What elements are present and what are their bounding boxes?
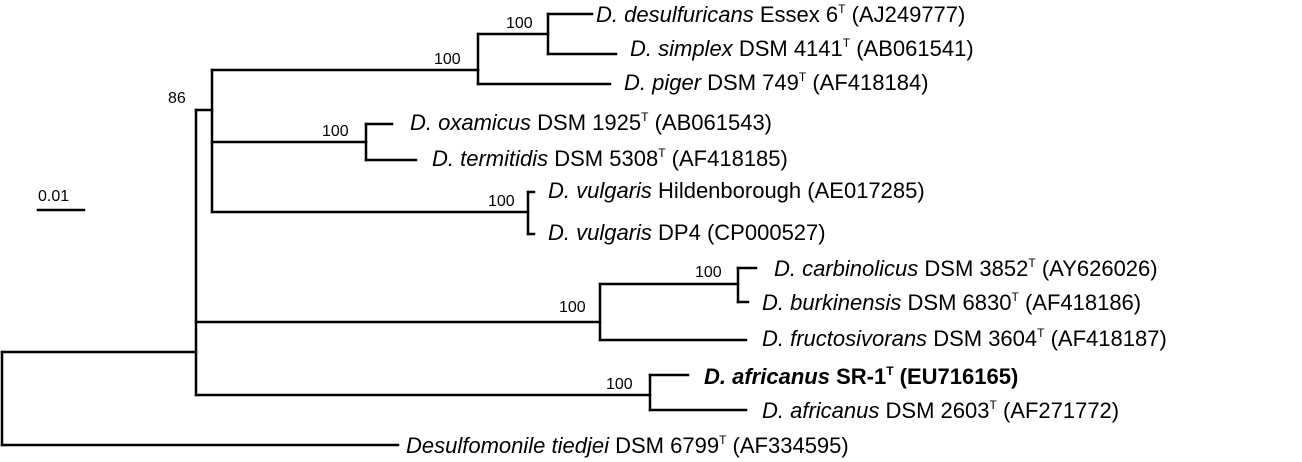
bootstrap-label: 86 [168, 90, 186, 107]
taxon-label: D. africanus DSM 2603T (AF271772) [762, 398, 1119, 423]
taxon-label: Desulfomonile tiedjei DSM 6799T (AF33459… [406, 433, 849, 458]
taxon-label: D. fructosivorans DSM 3604T (AF418187) [762, 326, 1167, 351]
taxon-label: D. carbinolicus DSM 3852T (AY626026) [774, 256, 1158, 281]
tree-branches [0, 12, 758, 447]
taxon-labels: D. desulfuricans Essex 6T (AJ249777) D. … [406, 2, 1167, 458]
scale-bar: 0.01 [36, 188, 86, 212]
bootstrap-label: 100 [606, 376, 633, 393]
bootstrap-label: 100 [695, 264, 722, 281]
taxon-label-highlighted: D. africanus SR-1T (EU716165) [704, 364, 1018, 389]
bootstrap-label: 100 [506, 15, 533, 32]
taxon-label: D. vulgaris DP4 (CP000527) [548, 220, 826, 245]
taxon-label: D. desulfuricans Essex 6T (AJ249777) [596, 2, 965, 27]
taxon-label: D. oxamicus DSM 1925T (AB061543) [410, 110, 772, 135]
taxon-label: D. burkinensis DSM 6830T (AF418186) [762, 290, 1141, 315]
bootstrap-values: 100 100 86 100 100 100 100 100 [168, 15, 722, 393]
taxon-label: D. termitidis DSM 5308T (AF418185) [432, 146, 788, 171]
scale-bar-label: 0.01 [38, 188, 69, 205]
bootstrap-label: 100 [488, 193, 515, 210]
bootstrap-label: 100 [434, 51, 461, 68]
taxon-label: D. piger DSM 749T (AF418184) [624, 70, 929, 95]
bootstrap-label: 100 [322, 123, 349, 140]
taxon-label: D. vulgaris Hildenborough (AE017285) [548, 178, 925, 203]
bootstrap-label: 100 [559, 299, 586, 316]
taxon-label: D. simplex DSM 4141T (AB061541) [630, 36, 974, 61]
